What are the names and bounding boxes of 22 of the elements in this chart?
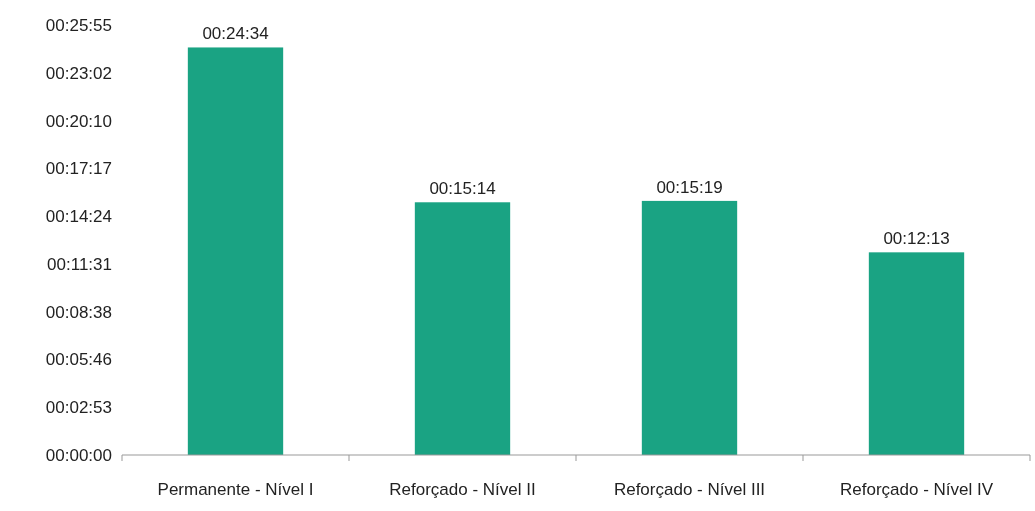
- data-label: 00:12:13: [883, 229, 950, 249]
- data-label: 00:15:19: [656, 177, 723, 197]
- x-tick-label: Reforçado - Nível II: [389, 480, 536, 499]
- bar: [641, 200, 738, 455]
- y-tick-label: 00:17:17: [45, 159, 112, 179]
- y-tick-label: 00:14:24: [45, 207, 112, 227]
- y-tick-label: 00:23:02: [45, 63, 112, 83]
- y-tick-label: 00:11:31: [47, 254, 112, 274]
- y-tick-label: 00:25:55: [45, 15, 112, 35]
- data-label: 00:15:14: [429, 179, 496, 199]
- y-tick-label: 00:20:10: [45, 111, 112, 131]
- y-tick-label: 00:00:00: [45, 445, 112, 465]
- data-label: 00:24:34: [202, 24, 269, 44]
- y-tick-label: 00:05:46: [45, 350, 112, 370]
- x-tick-label: Reforçado - Nível III: [613, 480, 766, 499]
- bar: [868, 252, 965, 455]
- y-tick-label: 00:02:53: [45, 398, 112, 418]
- x-tick-label: Permanente - Nível I: [157, 480, 314, 499]
- bar: [414, 202, 511, 455]
- x-tick-label: Reforçado - Nível IV: [839, 480, 994, 499]
- bar: [187, 47, 284, 455]
- y-tick-label: 00:08:38: [45, 302, 112, 322]
